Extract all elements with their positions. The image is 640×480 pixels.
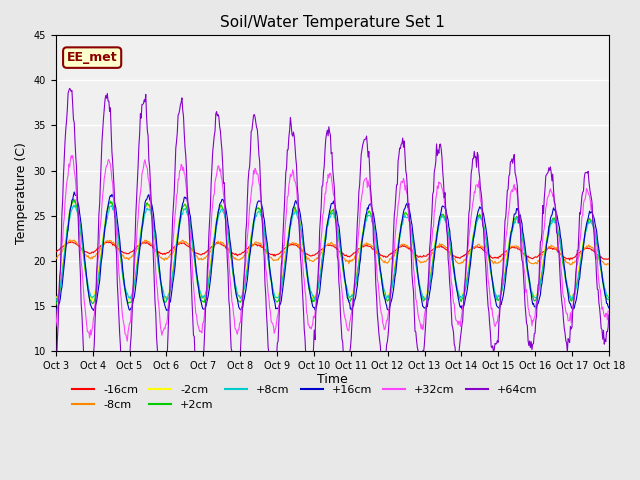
X-axis label: Time: Time bbox=[317, 373, 348, 386]
Y-axis label: Temperature (C): Temperature (C) bbox=[15, 142, 28, 244]
Title: Soil/Water Temperature Set 1: Soil/Water Temperature Set 1 bbox=[220, 15, 445, 30]
Text: EE_met: EE_met bbox=[67, 51, 118, 64]
Legend: -16cm, -8cm, -2cm, +2cm, +8cm, +16cm, +32cm, +64cm: -16cm, -8cm, -2cm, +2cm, +8cm, +16cm, +3… bbox=[67, 380, 542, 415]
